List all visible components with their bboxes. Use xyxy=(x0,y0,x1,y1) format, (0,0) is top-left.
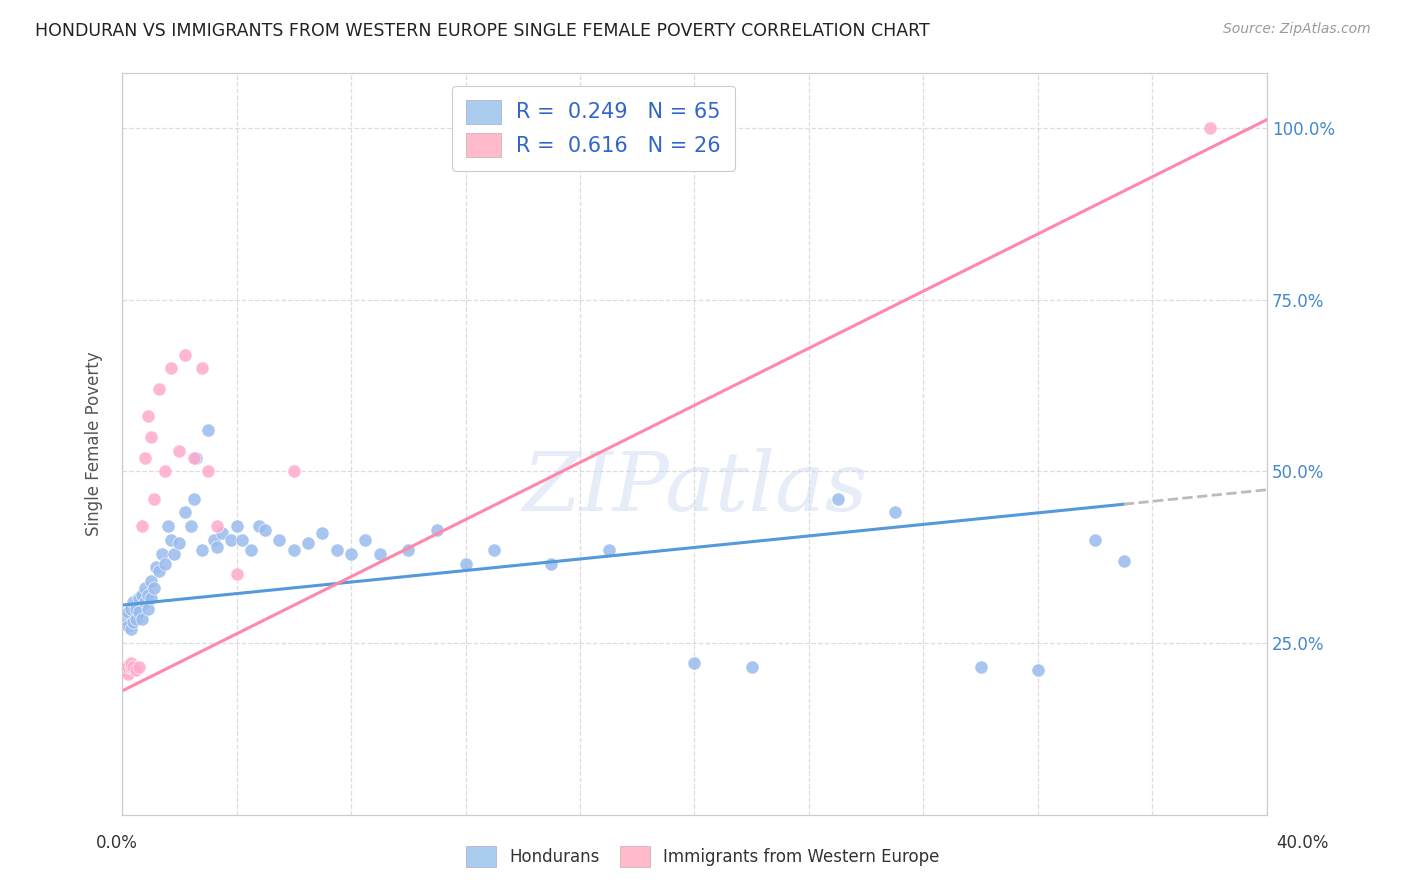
Point xyxy=(114,664,136,678)
Point xyxy=(297,536,319,550)
Point xyxy=(153,464,176,478)
Point xyxy=(128,660,150,674)
Point xyxy=(153,557,176,571)
Point xyxy=(131,519,153,533)
Point xyxy=(211,526,233,541)
Point xyxy=(454,557,477,571)
Point xyxy=(354,533,377,547)
Point xyxy=(117,605,139,619)
Point xyxy=(148,382,170,396)
Point xyxy=(827,491,849,506)
Text: 40.0%: 40.0% xyxy=(1277,834,1329,852)
Point xyxy=(683,657,706,671)
Point xyxy=(183,491,205,506)
Point xyxy=(169,443,191,458)
Point xyxy=(125,601,148,615)
Legend: R =  0.249   N = 65, R =  0.616   N = 26: R = 0.249 N = 65, R = 0.616 N = 26 xyxy=(453,87,735,170)
Point xyxy=(1084,533,1107,547)
Point xyxy=(205,519,228,533)
Point xyxy=(191,543,214,558)
Point xyxy=(134,595,156,609)
Point xyxy=(1026,664,1049,678)
Point xyxy=(396,543,419,558)
Point xyxy=(205,540,228,554)
Point xyxy=(120,601,142,615)
Point xyxy=(122,595,145,609)
Point xyxy=(269,533,291,547)
Point xyxy=(148,564,170,578)
Text: HONDURAN VS IMMIGRANTS FROM WESTERN EUROPE SINGLE FEMALE POVERTY CORRELATION CHA: HONDURAN VS IMMIGRANTS FROM WESTERN EURO… xyxy=(35,22,929,40)
Point xyxy=(142,491,165,506)
Point xyxy=(162,547,184,561)
Point xyxy=(131,588,153,602)
Point xyxy=(145,560,167,574)
Point xyxy=(156,519,179,533)
Point xyxy=(231,533,253,547)
Point xyxy=(117,666,139,681)
Point xyxy=(139,574,162,588)
Point xyxy=(174,347,197,361)
Point xyxy=(159,533,181,547)
Point xyxy=(136,588,159,602)
Point xyxy=(122,660,145,674)
Point xyxy=(368,547,391,561)
Point xyxy=(239,543,262,558)
Point xyxy=(225,567,247,582)
Point xyxy=(254,523,277,537)
Point xyxy=(120,660,142,674)
Point xyxy=(139,430,162,444)
Point xyxy=(186,450,208,465)
Point xyxy=(883,505,905,519)
Point xyxy=(120,622,142,636)
Point xyxy=(117,618,139,632)
Y-axis label: Single Female Poverty: Single Female Poverty xyxy=(86,351,103,536)
Point xyxy=(125,612,148,626)
Point xyxy=(741,660,763,674)
Point xyxy=(1198,120,1220,135)
Point xyxy=(128,605,150,619)
Point xyxy=(249,519,271,533)
Point xyxy=(174,505,197,519)
Legend: Hondurans, Immigrants from Western Europe: Hondurans, Immigrants from Western Europ… xyxy=(457,836,949,877)
Point xyxy=(139,591,162,606)
Point xyxy=(117,660,139,674)
Point xyxy=(219,533,242,547)
Point xyxy=(136,601,159,615)
Point xyxy=(142,581,165,595)
Point xyxy=(159,361,181,376)
Point xyxy=(225,519,247,533)
Point xyxy=(970,660,993,674)
Point xyxy=(169,536,191,550)
Point xyxy=(114,612,136,626)
Point xyxy=(150,547,173,561)
Point xyxy=(540,557,562,571)
Point xyxy=(197,464,219,478)
Text: ZIPatlas: ZIPatlas xyxy=(522,449,868,528)
Point xyxy=(340,547,363,561)
Text: 0.0%: 0.0% xyxy=(96,834,138,852)
Point xyxy=(180,519,202,533)
Point xyxy=(125,664,148,678)
Point xyxy=(128,591,150,606)
Point xyxy=(598,543,620,558)
Point xyxy=(122,615,145,630)
Point xyxy=(482,543,505,558)
Point xyxy=(131,612,153,626)
Point xyxy=(134,581,156,595)
Point xyxy=(426,523,449,537)
Point xyxy=(197,423,219,437)
Point xyxy=(283,543,305,558)
Point xyxy=(202,533,225,547)
Point xyxy=(114,660,136,674)
Point xyxy=(134,450,156,465)
Point xyxy=(325,543,347,558)
Point xyxy=(120,657,142,671)
Point xyxy=(191,361,214,376)
Point xyxy=(283,464,305,478)
Text: Source: ZipAtlas.com: Source: ZipAtlas.com xyxy=(1223,22,1371,37)
Point xyxy=(1112,553,1135,567)
Point xyxy=(183,450,205,465)
Point xyxy=(311,526,333,541)
Point xyxy=(136,409,159,424)
